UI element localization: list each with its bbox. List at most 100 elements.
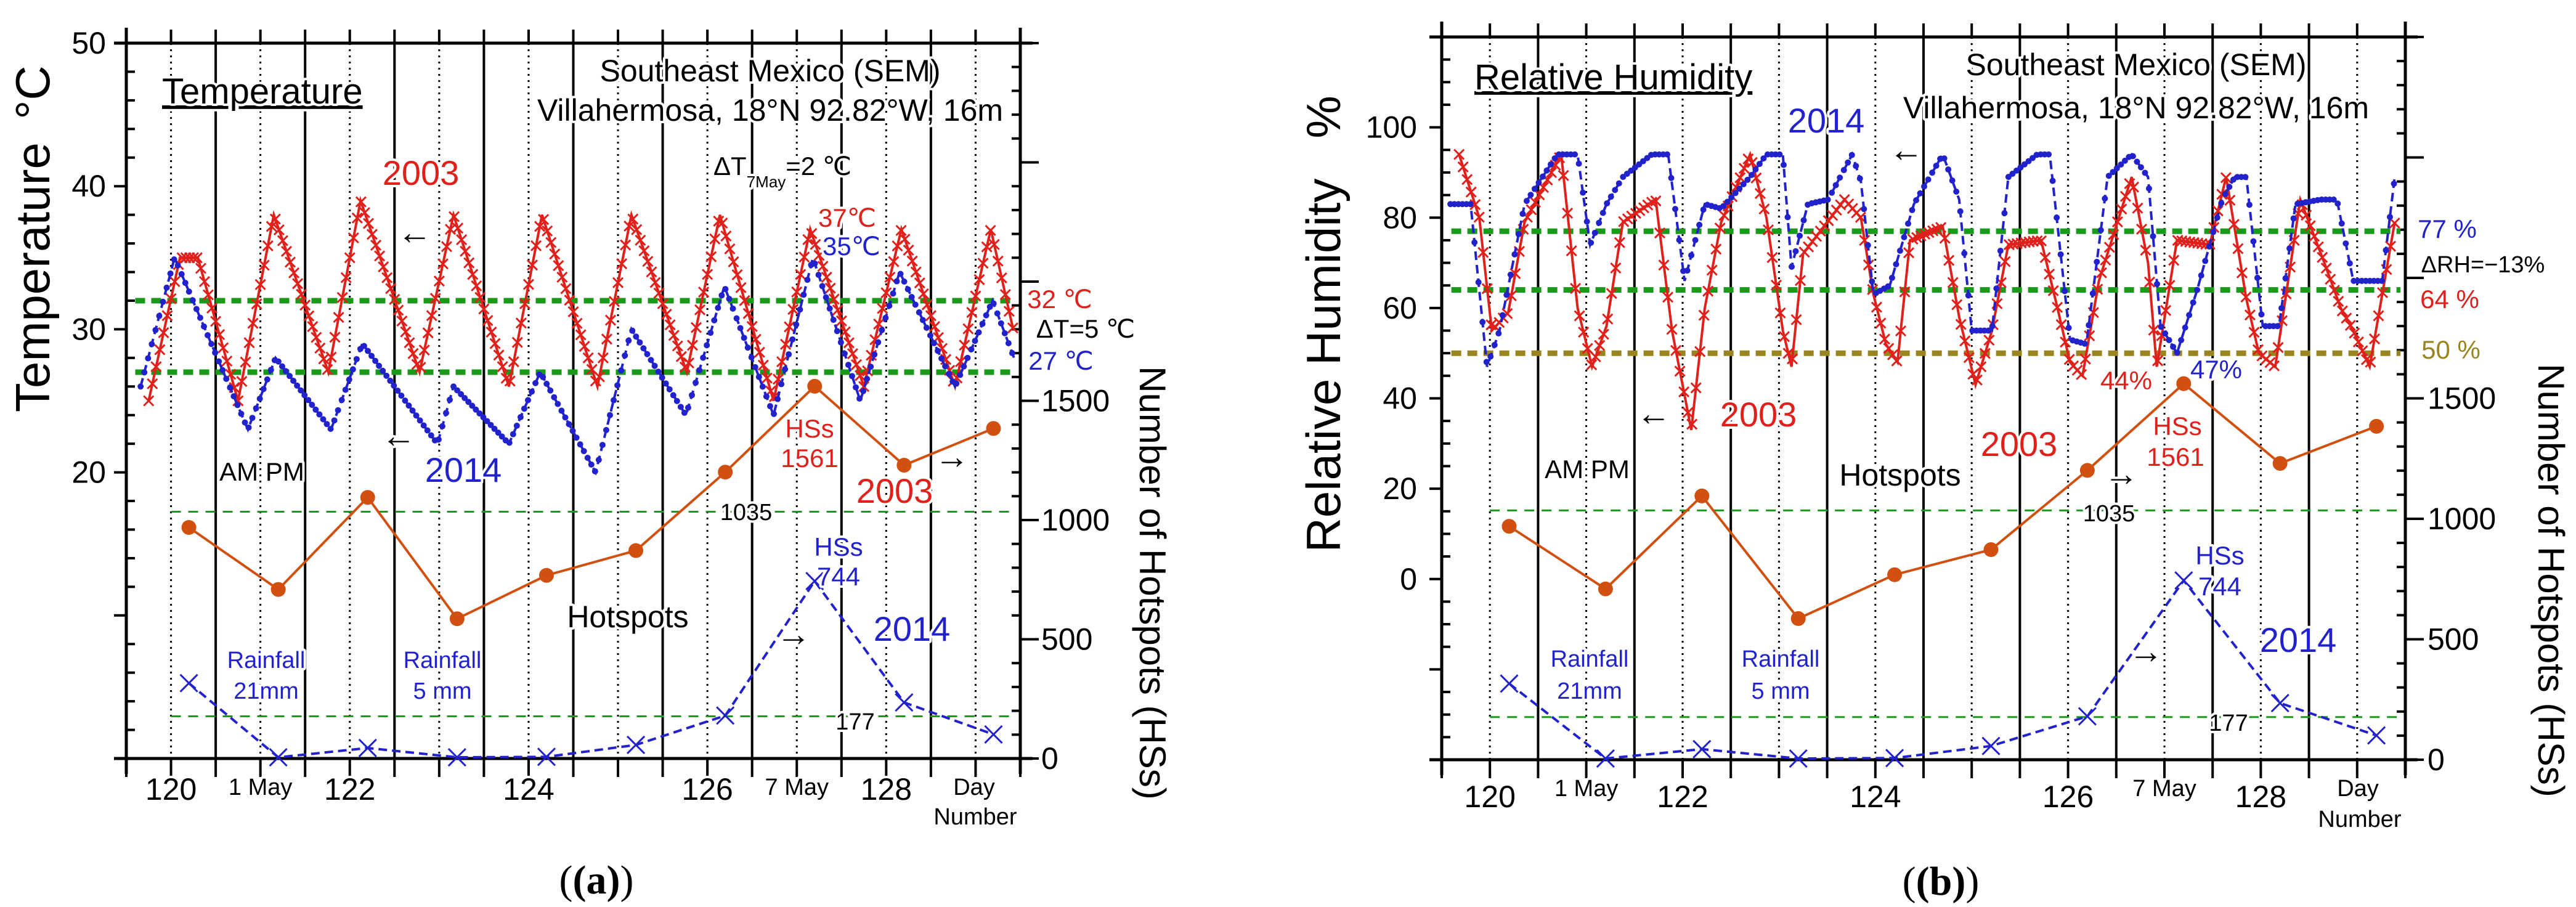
data-point [405,402,412,409]
data-point [834,328,840,335]
data-point [707,330,714,336]
data-point [2282,275,2289,282]
data-point [428,432,434,439]
data-point [664,319,676,331]
data-point [1899,286,1911,298]
hss-2003-label: HSs [785,414,834,443]
data-point [1752,166,1759,173]
data-point [1606,288,1617,299]
data-point [2127,181,2140,193]
data-point [1887,349,1899,360]
min-2014-label: 47% [2190,355,2242,384]
data-point [608,296,620,307]
data-point [668,330,680,341]
data-point [984,725,1003,744]
data-point [294,382,301,389]
max-2014-label: 35℃ [823,232,880,261]
data-point [724,243,736,255]
data-point [1658,259,1670,271]
data-point [2102,195,2108,202]
data-point [195,262,206,274]
y-axis-label-a: Temperature [6,142,60,412]
data-point [1957,208,1964,215]
data-point [893,278,900,285]
data-point [340,272,352,283]
data-point [1893,261,1899,267]
data-point [449,611,465,627]
data-point [288,267,300,279]
data-point [2076,368,2087,380]
data-point [504,375,516,387]
data-point [242,419,248,426]
data-point [997,320,1004,327]
x-axis-label-day: Day [953,775,995,800]
data-point [962,323,974,335]
data-point [465,399,472,405]
data-point [2389,218,2400,229]
data-point [755,373,762,380]
data-point [1694,488,1710,503]
data-point [1955,319,1967,330]
data-point [677,404,684,410]
data-point [160,298,166,305]
data-point [884,271,896,283]
data-point [979,320,986,327]
y2-tick-label: 0 [2428,742,2445,777]
heading-station-a: Villahermosa, 18°N 92.82°W, 16m [537,93,1003,128]
data-point [1744,176,1751,183]
data-point [476,410,483,417]
data-point [335,407,341,413]
data-point [854,370,866,381]
data-point [370,239,382,251]
data-point [538,214,550,226]
data-point [1682,407,1694,418]
data-point [2039,251,2051,263]
x-tick-label: 122 [1657,779,1708,814]
data-point [729,305,736,312]
data-point [763,393,770,400]
data-point [1965,292,1972,299]
data-point [1507,271,1514,278]
data-point [2079,353,2091,365]
data-point [2078,707,2097,726]
label-2014-temp: 2014 [425,450,502,489]
data-point [1904,220,1911,227]
y2-tick-label: 500 [2428,622,2479,657]
data-point [1596,749,1615,768]
ref-label-1035: 1035 [720,500,773,526]
data-point [1684,267,1691,274]
data-point [735,282,747,293]
data-point [521,405,527,412]
data-point [398,392,405,399]
data-point [298,387,304,394]
data-point [830,317,837,323]
data-point [1610,262,1622,274]
data-point [848,373,855,380]
data-point [534,221,546,232]
data-point [1539,173,1546,180]
y-tick-label: 30 [71,312,106,346]
data-point [234,402,241,409]
data-point [2357,345,2368,357]
data-point [1690,382,1702,394]
max-2003-label: 37℃ [818,203,876,232]
data-point [360,343,367,349]
data-point [1686,418,1698,430]
data-point [327,426,334,433]
data-point [972,338,978,344]
data-point [1570,283,1582,295]
data-point [1983,334,1995,346]
data-point [435,436,442,443]
data-point [1983,542,1999,558]
data-point [921,299,933,311]
data-point [938,355,945,362]
data-point [1495,330,1502,337]
data-point [2338,220,2345,227]
data-point [817,261,829,272]
data-point [1953,188,1960,195]
data-point [604,314,617,326]
data-point [896,457,912,473]
label-2003-rh: 2003 [1720,395,1797,434]
x-date-label: 7 May [765,775,829,800]
data-point [491,425,498,432]
